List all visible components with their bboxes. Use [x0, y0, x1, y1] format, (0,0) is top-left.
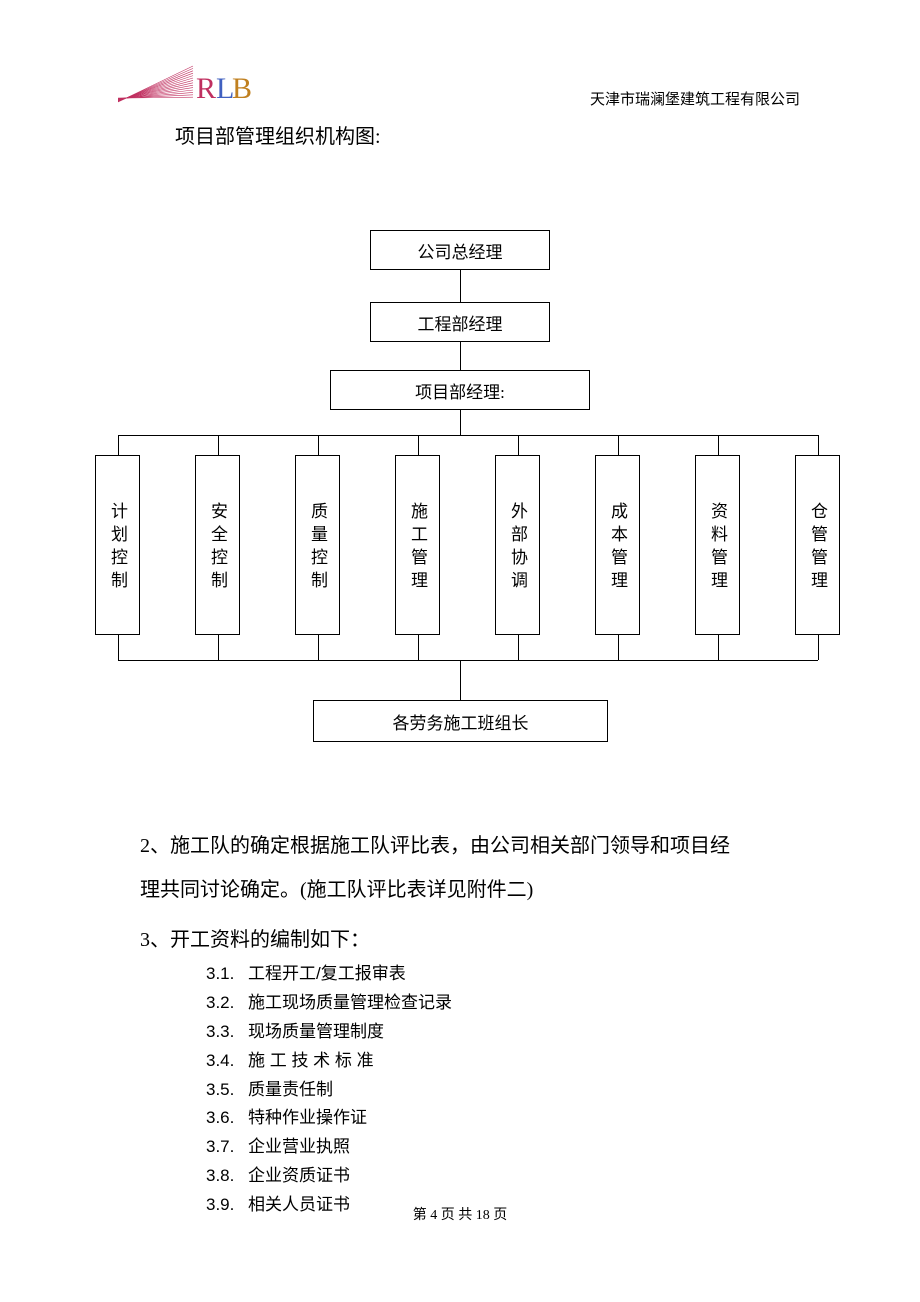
org-node: 工程部经理: [370, 302, 550, 342]
paragraph-2: 2、施工队的确定根据施工队评比表，由公司相关部门领导和项目经 理共同讨论确定。(…: [140, 824, 795, 912]
p2-line2: 理共同讨论确定。(施工队评比表详见附件二): [140, 868, 795, 912]
list-text: 施 工 技 术 标 准: [248, 1047, 374, 1076]
org-node-bottom: 各劳务施工班组长: [313, 700, 608, 742]
p2-line1: 2、施工队的确定根据施工队评比表，由公司相关部门领导和项目经: [140, 824, 795, 868]
list-item: 3.4.施 工 技 术 标 准: [206, 1047, 452, 1076]
list-item: 3.2.施工现场质量管理检查记录: [206, 989, 452, 1018]
list-item: 3.6.特种作业操作证: [206, 1104, 452, 1133]
list-num: 3.1.: [206, 960, 248, 989]
svg-text:B: B: [232, 72, 252, 105]
document-list: 3.1.工程开工/复工报审表3.2.施工现场质量管理检查记录3.3.现场质量管理…: [206, 960, 452, 1220]
org-dept: 安全控制: [195, 455, 240, 635]
list-num: 3.4.: [206, 1047, 248, 1076]
list-num: 3.6.: [206, 1104, 248, 1133]
logo-svg: R L B: [118, 58, 258, 110]
list-item: 3.1.工程开工/复工报审表: [206, 960, 452, 989]
org-node: 项目部经理:: [330, 370, 590, 410]
list-num: 3.5.: [206, 1076, 248, 1105]
paragraph-3: 3、开工资料的编制如下：: [140, 918, 370, 962]
list-text: 施工现场质量管理检查记录: [248, 989, 452, 1018]
list-text: 企业资质证书: [248, 1162, 350, 1191]
org-dept: 计划控制: [95, 455, 140, 635]
list-num: 3.7.: [206, 1133, 248, 1162]
page-footer: 第 4 页 共 18 页: [0, 1204, 920, 1224]
company-name: 天津市瑞澜堡建筑工程有限公司: [590, 88, 800, 109]
list-text: 工程开工/复工报审表: [248, 960, 406, 989]
list-item: 3.3.现场质量管理制度: [206, 1018, 452, 1047]
logo: R L B: [118, 58, 258, 110]
list-text: 质量责任制: [248, 1076, 333, 1105]
list-item: 3.7.企业营业执照: [206, 1133, 452, 1162]
org-dept: 质量控制: [295, 455, 340, 635]
svg-text:R: R: [196, 72, 216, 105]
list-item: 3.8.企业资质证书: [206, 1162, 452, 1191]
org-chart: 公司总经理工程部经理项目部经理: 计划控制 安全控制 质量控制 施工管理 外部协调 成本管理…: [90, 230, 830, 780]
list-text: 企业营业执照: [248, 1133, 350, 1162]
list-num: 3.3.: [206, 1018, 248, 1047]
org-dept: 施工管理: [395, 455, 440, 635]
org-dept: 仓管管理: [795, 455, 840, 635]
org-node: 公司总经理: [370, 230, 550, 270]
org-dept: 资料管理: [695, 455, 740, 635]
page-title: 项目部管理组织机构图:: [175, 120, 381, 149]
list-text: 特种作业操作证: [248, 1104, 367, 1133]
list-num: 3.8.: [206, 1162, 248, 1191]
org-dept: 外部协调: [495, 455, 540, 635]
org-dept: 成本管理: [595, 455, 640, 635]
list-text: 现场质量管理制度: [248, 1018, 384, 1047]
list-item: 3.5.质量责任制: [206, 1076, 452, 1105]
page: R L B 天津市瑞澜堡建筑工程有限公司 项目部管理组织机构图: 公司总经理工程…: [0, 0, 920, 1302]
list-num: 3.2.: [206, 989, 248, 1018]
